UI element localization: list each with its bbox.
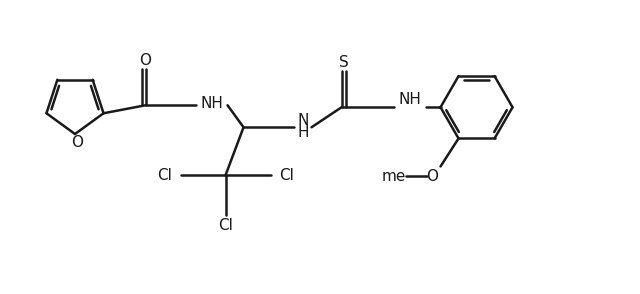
Text: NH: NH [200, 96, 223, 111]
Text: O: O [71, 134, 83, 150]
Text: O: O [426, 169, 438, 184]
Text: Cl: Cl [157, 168, 172, 183]
Text: Cl: Cl [279, 168, 294, 183]
Text: H: H [298, 125, 309, 140]
Text: NH: NH [398, 92, 421, 107]
Text: O: O [140, 53, 152, 68]
Text: Cl: Cl [218, 218, 233, 233]
Text: N: N [298, 113, 309, 128]
Text: S: S [339, 55, 348, 70]
Text: me: me [381, 169, 406, 184]
